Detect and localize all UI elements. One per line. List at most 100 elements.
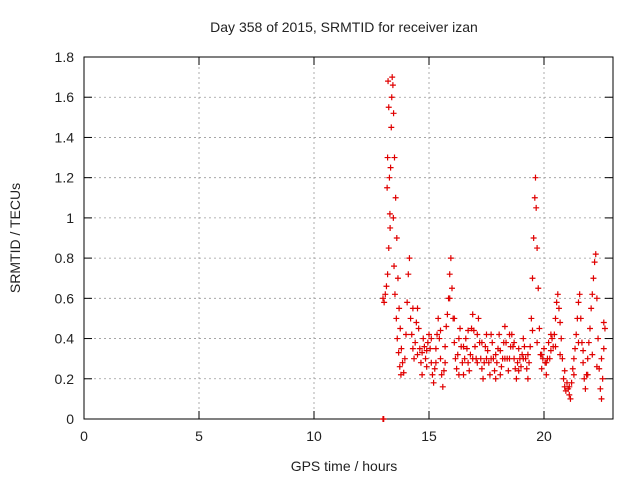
data-point bbox=[492, 351, 499, 358]
data-point bbox=[580, 347, 587, 354]
data-point bbox=[543, 359, 550, 366]
data-point bbox=[384, 154, 391, 161]
data-point bbox=[600, 345, 607, 352]
data-point bbox=[497, 371, 504, 378]
data-point bbox=[388, 124, 395, 131]
data-point bbox=[388, 94, 395, 101]
data-point bbox=[440, 367, 447, 374]
data-point bbox=[444, 311, 451, 318]
data-point bbox=[446, 295, 453, 302]
data-point bbox=[404, 299, 411, 306]
data-point bbox=[513, 375, 520, 382]
data-point bbox=[557, 319, 564, 326]
y-tick-label: 1.8 bbox=[55, 49, 75, 65]
y-tick-label: 0.4 bbox=[55, 331, 75, 347]
data-point bbox=[469, 311, 476, 318]
data-point bbox=[475, 315, 482, 322]
data-point bbox=[420, 335, 427, 342]
data-point bbox=[419, 371, 426, 378]
data-point bbox=[390, 110, 397, 117]
data-point bbox=[534, 245, 541, 252]
data-point bbox=[505, 367, 512, 374]
data-point bbox=[447, 255, 454, 262]
data-point bbox=[455, 335, 462, 342]
data-point bbox=[437, 355, 444, 362]
data-point bbox=[575, 299, 582, 306]
data-point bbox=[465, 359, 472, 366]
y-tick-label: 0.6 bbox=[55, 290, 75, 306]
data-point bbox=[415, 325, 422, 332]
data-point bbox=[386, 210, 393, 217]
data-point bbox=[397, 325, 404, 332]
data-point bbox=[478, 339, 485, 346]
data-point bbox=[413, 319, 420, 326]
data-point bbox=[523, 365, 530, 372]
data-point bbox=[399, 359, 406, 366]
data-point bbox=[385, 104, 392, 111]
y-axis-label: SRMTID / TECUs bbox=[7, 183, 23, 293]
data-point bbox=[588, 305, 595, 312]
data-point bbox=[417, 359, 424, 366]
data-point bbox=[439, 383, 446, 390]
data-point bbox=[532, 174, 539, 181]
data-point bbox=[538, 351, 545, 358]
x-tick-label: 15 bbox=[421, 428, 437, 444]
data-point bbox=[396, 305, 403, 312]
data-point bbox=[524, 351, 531, 358]
data-point bbox=[459, 359, 466, 366]
data-point bbox=[520, 335, 527, 342]
data-point bbox=[590, 275, 597, 282]
data-point bbox=[566, 383, 573, 390]
data-point bbox=[423, 347, 430, 354]
data-point bbox=[387, 224, 394, 231]
data-point bbox=[401, 355, 408, 362]
data-point bbox=[519, 351, 526, 358]
data-point bbox=[595, 335, 602, 342]
data-point bbox=[390, 214, 397, 221]
data-point bbox=[384, 184, 391, 191]
data-point bbox=[509, 343, 516, 350]
y-tick-label: 1 bbox=[66, 210, 74, 226]
data-point bbox=[501, 323, 508, 330]
data-point bbox=[460, 343, 467, 350]
data-point bbox=[393, 315, 400, 322]
data-point bbox=[512, 365, 519, 372]
data-point bbox=[498, 363, 505, 370]
data-point bbox=[527, 343, 534, 350]
data-point bbox=[478, 365, 485, 372]
data-point bbox=[406, 255, 413, 262]
data-point bbox=[569, 365, 576, 372]
data-point bbox=[521, 343, 528, 350]
data-point bbox=[405, 271, 412, 278]
data-point bbox=[427, 345, 434, 352]
data-point bbox=[437, 327, 444, 334]
data-point bbox=[597, 385, 604, 392]
x-tick-label: 0 bbox=[80, 428, 88, 444]
data-point bbox=[482, 343, 489, 350]
data-point bbox=[573, 331, 580, 338]
data-point bbox=[381, 299, 388, 306]
data-point bbox=[382, 291, 389, 298]
data-point bbox=[552, 315, 559, 322]
data-point bbox=[472, 343, 478, 350]
data-point bbox=[389, 74, 396, 81]
data-point bbox=[497, 347, 504, 354]
data-point bbox=[480, 375, 487, 382]
data-point bbox=[429, 371, 436, 378]
data-point bbox=[533, 204, 540, 211]
data-point bbox=[511, 355, 518, 362]
x-tick-label: 5 bbox=[195, 428, 203, 444]
data-point bbox=[593, 295, 600, 302]
data-point bbox=[598, 355, 605, 362]
data-point bbox=[506, 331, 513, 338]
data-point bbox=[490, 355, 497, 362]
data-point bbox=[408, 331, 415, 338]
data-point bbox=[501, 355, 508, 362]
data-point bbox=[387, 164, 394, 171]
data-point bbox=[430, 379, 437, 386]
data-point bbox=[396, 363, 403, 370]
data-point bbox=[570, 371, 577, 378]
data-point bbox=[380, 295, 386, 302]
data-point bbox=[451, 339, 458, 346]
